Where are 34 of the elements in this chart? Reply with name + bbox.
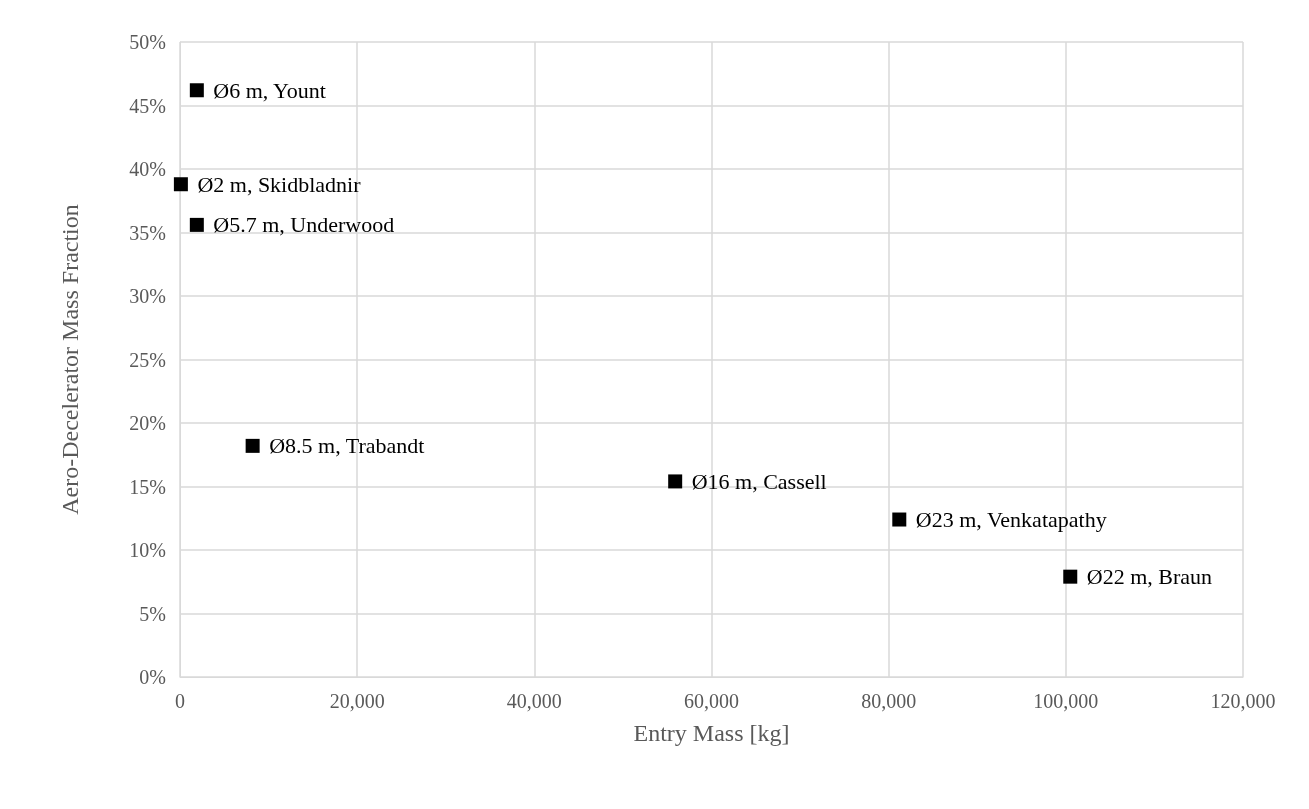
annotation: Ø16 m, Cassell — [691, 468, 827, 494]
annotation: Ø23 m, Venkatapathy — [915, 507, 1107, 533]
point — [245, 438, 260, 453]
x-tick-label: 80,000 — [861, 690, 917, 712]
point — [173, 177, 188, 192]
annotation: Ø8.5 m, Trabandt — [269, 433, 425, 459]
x-tick-label: 0 — [175, 690, 185, 712]
x-tick-label: 100,000 — [1033, 690, 1099, 712]
y-tick-label: 35% — [129, 221, 166, 244]
point — [189, 217, 204, 232]
x-axis-title: Entry Mass [kg] — [633, 720, 790, 746]
x-tick-label: 40,000 — [506, 690, 562, 712]
y-tick-label: 45% — [129, 94, 166, 117]
annotation: Ø2 m, Skidbladnir — [197, 171, 362, 197]
x-tick-label: 60,000 — [684, 690, 739, 712]
y-tick-label: 0% — [139, 666, 166, 688]
point — [892, 512, 907, 527]
x-tick-label: 20,000 — [329, 690, 385, 712]
y-tick-label: 15% — [129, 475, 166, 498]
y-tick-label: 30% — [129, 285, 166, 307]
y-tick-label: 5% — [139, 602, 166, 625]
point — [668, 474, 683, 489]
y-axis-title: Aero-Decelerator Mass Fraction — [57, 204, 83, 515]
point — [189, 83, 204, 98]
y-tick-label: 25% — [129, 348, 166, 371]
annotation: Ø5.7 m, Underwood — [213, 212, 395, 238]
y-tick-label: 10% — [129, 539, 166, 561]
y-tick-label: 20% — [129, 412, 166, 434]
x-tick-label: 120,000 — [1210, 690, 1276, 712]
y-tick-label: 40% — [129, 158, 166, 180]
annotation: Ø22 m, Braun — [1086, 564, 1213, 590]
y-tick-label: 50% — [129, 31, 166, 53]
point — [1063, 569, 1078, 584]
annotation: Ø6 m, Yount — [213, 77, 326, 103]
